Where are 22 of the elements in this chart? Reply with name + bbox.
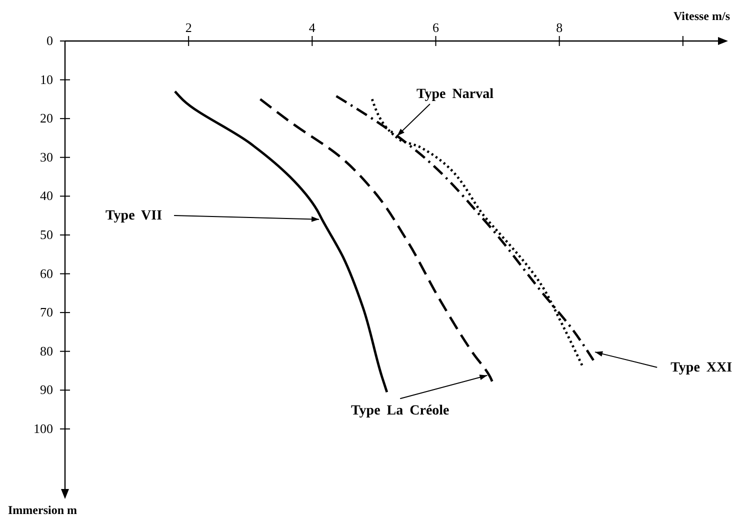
annotation: Type La Créole — [350, 404, 450, 419]
y-tick-label: 70 — [40, 304, 53, 320]
y-tick-label: 30 — [40, 149, 53, 164]
y-tick-label: 20 — [40, 110, 53, 126]
y-tick-label: 100 — [34, 420, 53, 436]
y-tick-label: 60 — [40, 266, 53, 281]
x-tick-label: 8 — [556, 20, 563, 35]
x-tick-label: 2 — [185, 20, 192, 35]
y-axis-title: Immersion m — [8, 503, 77, 517]
line-series — [174, 90, 388, 394]
x-tick-label: 6 — [432, 20, 440, 35]
annotation: Type XXI — [670, 360, 732, 376]
y-tick-label: 50 — [40, 226, 53, 242]
y-tick-label: 10 — [40, 72, 53, 87]
annotation: Type Narval — [416, 86, 494, 102]
y-tick-label: 40 — [40, 188, 53, 204]
y-tick-label: 80 — [40, 343, 53, 358]
x-tick-label: 4 — [308, 20, 316, 35]
y-tick-label: 90 — [40, 382, 53, 398]
annotation: Type VII — [105, 208, 162, 224]
x-axis-title: Vitesse m/s — [673, 9, 730, 23]
y-tick-label: 0 — [46, 33, 53, 48]
